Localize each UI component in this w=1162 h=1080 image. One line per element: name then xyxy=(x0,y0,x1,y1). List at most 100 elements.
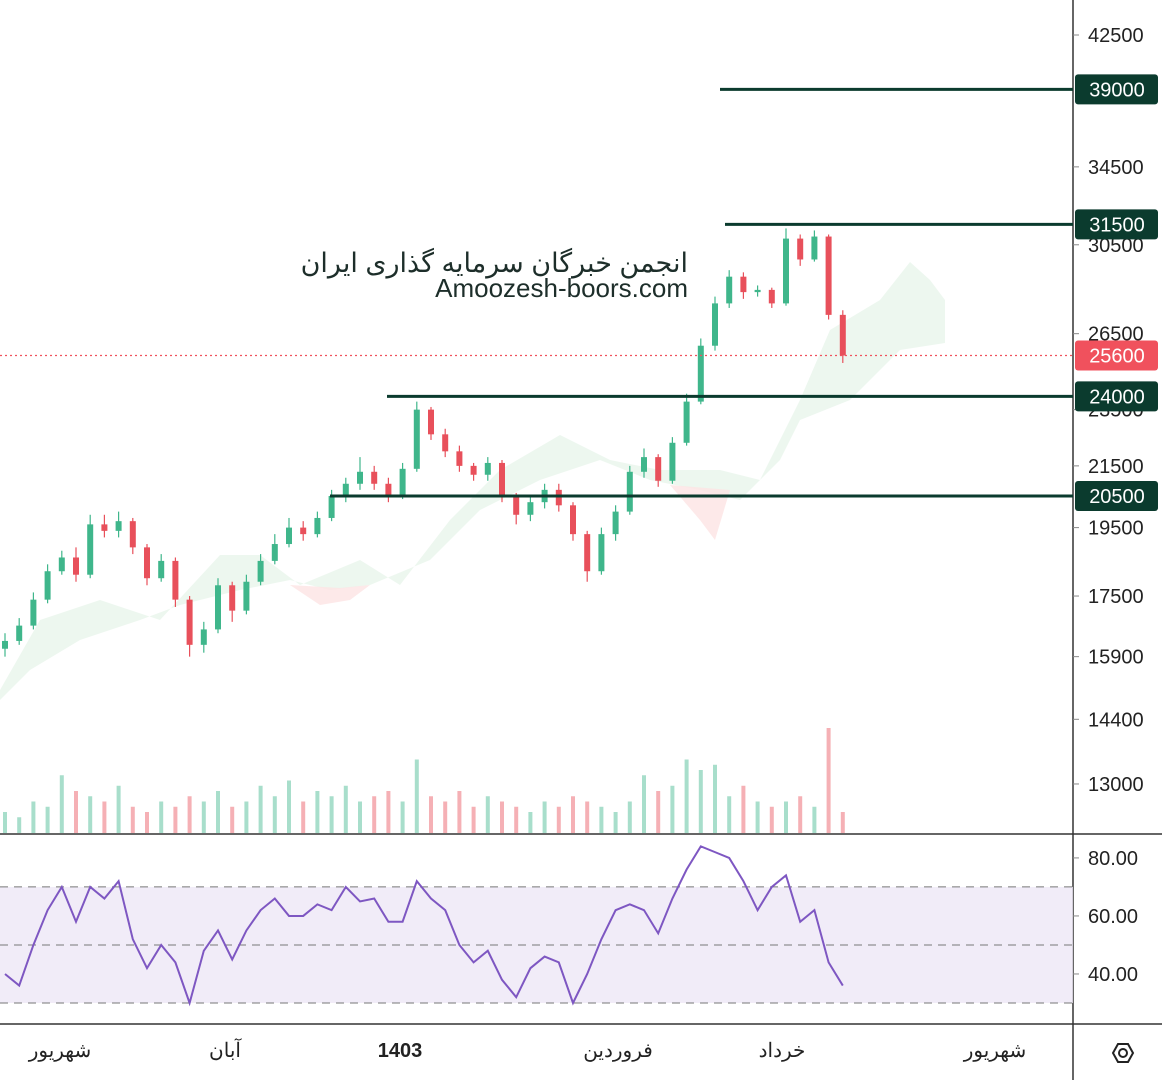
candle-body xyxy=(641,457,647,472)
volume-bar xyxy=(400,801,405,833)
candle-body xyxy=(158,560,165,579)
volume-bar xyxy=(102,801,107,833)
watermark-fa: انجمن خبرگان سرمایه گذاری ایران xyxy=(301,247,688,279)
volume-bar xyxy=(230,806,235,833)
volume-bar xyxy=(386,791,391,833)
candle-body xyxy=(839,314,846,356)
volume-bar xyxy=(187,796,192,833)
volume-bar xyxy=(272,796,277,833)
candle-body xyxy=(456,451,463,466)
y-tick-label: 15900 xyxy=(1088,647,1144,669)
candle-body xyxy=(726,276,733,304)
volume-bar xyxy=(599,806,604,833)
candle-body xyxy=(58,557,65,572)
volume-bar xyxy=(485,796,490,833)
candle-body xyxy=(783,238,789,304)
candle-body xyxy=(740,276,747,293)
volume-bar xyxy=(755,801,760,833)
volume-bar xyxy=(88,796,93,833)
candle-body xyxy=(73,557,79,575)
candle-body xyxy=(286,527,292,545)
candle-body xyxy=(215,585,221,630)
volume-bar xyxy=(414,759,419,833)
candle-body xyxy=(115,521,122,531)
candle-body xyxy=(697,345,704,402)
candle-body xyxy=(300,527,307,535)
candle-body xyxy=(144,547,150,579)
rsi-line xyxy=(4,845,844,1007)
settings-icon[interactable] xyxy=(1111,1043,1135,1063)
candle-body xyxy=(754,289,761,293)
y-tick-label: 34500 xyxy=(1088,157,1144,179)
volume-bar xyxy=(585,801,590,833)
volume-bar xyxy=(116,785,121,833)
y-tick-label: 42500 xyxy=(1088,25,1144,47)
watermark: انجمن خبرگان سرمایه گذاری ایران Amoozesh… xyxy=(301,247,688,303)
volume-bar xyxy=(287,780,291,833)
candle-body xyxy=(371,471,378,484)
candle-body xyxy=(825,236,832,315)
candle-body xyxy=(484,462,491,475)
x-tick-label: شهریور xyxy=(28,1040,92,1062)
volume-bar xyxy=(74,791,78,833)
x-tick-label: فروردین xyxy=(583,1040,653,1062)
volume-bar xyxy=(769,806,774,833)
volume-bar xyxy=(201,801,206,833)
candle-body xyxy=(442,434,449,452)
y-tick-label: 21500 xyxy=(1088,456,1144,478)
candle-body xyxy=(570,505,576,535)
candle-body xyxy=(470,465,477,475)
candle-body xyxy=(229,585,236,611)
candle-body xyxy=(129,521,136,548)
volume-bar xyxy=(741,785,746,833)
watermark-en: Amoozesh-boors.com xyxy=(435,273,688,303)
volume-bar xyxy=(457,791,462,833)
volume-bar xyxy=(301,801,306,833)
volume-bar xyxy=(244,801,249,833)
last-price-box xyxy=(1075,340,1158,371)
volume-bar xyxy=(145,812,149,833)
candle-body xyxy=(555,489,562,506)
candle-body xyxy=(413,409,420,469)
x-tick-label: شهریور xyxy=(963,1040,1027,1062)
icon-circle[interactable] xyxy=(1118,1048,1128,1058)
volume-bar xyxy=(500,801,504,833)
volume-bar xyxy=(443,801,448,833)
volume-bar xyxy=(429,796,433,833)
volume-bar xyxy=(713,764,717,833)
candle-body xyxy=(342,483,349,496)
level-label-box xyxy=(1075,480,1158,511)
level-label: 20500 xyxy=(1089,486,1145,508)
y-tick-label: 80.00 xyxy=(1088,848,1138,870)
level-label: 24000 xyxy=(1089,386,1145,408)
candle-body xyxy=(243,581,250,611)
volume-bar xyxy=(556,806,561,833)
volume-bar xyxy=(798,796,803,833)
last-price-label: 25600 xyxy=(1089,346,1145,368)
volume-bar xyxy=(784,801,788,833)
candle-body xyxy=(797,238,804,260)
volume-bar xyxy=(571,796,575,833)
volume-bar xyxy=(130,806,135,833)
volume-bar xyxy=(59,775,64,833)
level-label-box xyxy=(1075,209,1158,240)
icon-hexagon[interactable] xyxy=(1111,1043,1135,1063)
y-tick-label: 17500 xyxy=(1088,586,1144,608)
candle-body xyxy=(598,534,605,572)
candle-body xyxy=(811,236,818,260)
volume-bar xyxy=(358,801,362,833)
volume-bar xyxy=(17,817,22,833)
x-tick-label: خرداد xyxy=(759,1040,806,1062)
candle-body xyxy=(626,471,633,512)
volume-bar xyxy=(173,806,178,833)
candle-body xyxy=(385,483,392,496)
level-label: 31500 xyxy=(1089,214,1145,236)
candle-body xyxy=(584,534,591,572)
volume-bar xyxy=(343,785,348,833)
volume-bar xyxy=(812,806,817,833)
y-tick-label: 13000 xyxy=(1088,774,1144,796)
y-tick-label: 14400 xyxy=(1088,709,1144,731)
y-tick-label: 19500 xyxy=(1088,518,1144,540)
